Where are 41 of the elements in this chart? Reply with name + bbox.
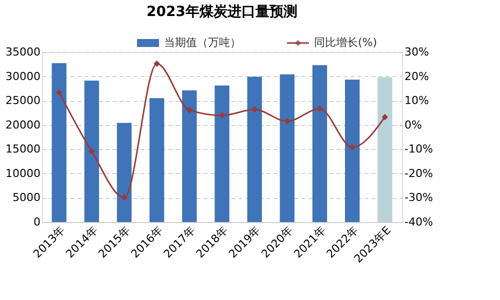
point (154, 60, 160, 67)
bar (247, 76, 262, 222)
y2-tick-label: -40% (404, 216, 433, 228)
y2-tick-label: -10% (404, 142, 433, 156)
bar (214, 86, 230, 222)
point (186, 106, 193, 114)
point (382, 114, 388, 120)
point (121, 194, 128, 201)
y2-tick-label: 20% (404, 70, 429, 83)
bar (150, 98, 164, 222)
point (316, 106, 323, 112)
legend-label: 同比增长(%) (314, 36, 378, 49)
chart-title: 2023年煤炭进口量预测 (146, 4, 298, 20)
y-tick-label: 30000 (6, 70, 40, 83)
bar (344, 80, 360, 222)
bar (280, 74, 294, 222)
y-tick-label: 25000 (6, 94, 40, 108)
bar (378, 77, 392, 222)
y2-tick-label: -30% (404, 191, 433, 204)
y-tick-label: 5000 (12, 191, 40, 204)
y-tick-label: 20000 (6, 118, 40, 132)
y-tick-label: 35000 (6, 46, 40, 58)
y2-tick-label: 0% (404, 118, 422, 132)
point (88, 148, 95, 154)
bar (312, 65, 328, 222)
bar (116, 122, 132, 222)
y2-tick-label: 10% (404, 94, 429, 108)
y-tick-label: 10000 (6, 166, 40, 180)
point (218, 112, 226, 119)
legend-label: 当期值（万吨） (164, 36, 241, 49)
bar (84, 80, 100, 222)
point (349, 144, 356, 150)
y-tick-label: 15000 (6, 142, 40, 156)
y-tick-label: 0 (34, 216, 40, 228)
bar (52, 63, 66, 222)
point (251, 106, 258, 113)
y2-tick-label: 30% (404, 46, 429, 58)
point (56, 89, 62, 96)
y2-tick-label: -20% (404, 166, 433, 180)
point (284, 118, 290, 124)
bar (182, 90, 197, 222)
